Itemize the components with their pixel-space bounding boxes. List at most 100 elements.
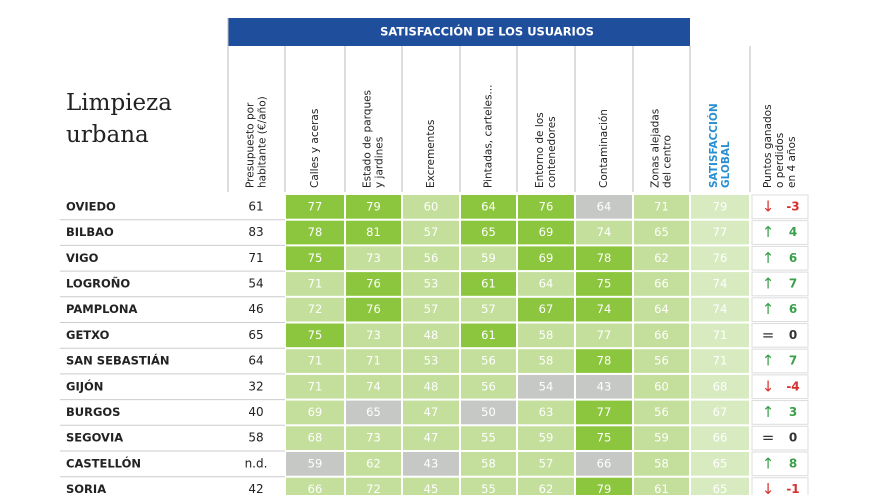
- cell-value: 60: [654, 379, 669, 393]
- column-header: y jardines: [374, 137, 386, 188]
- cell-value: 81: [366, 225, 381, 239]
- points: 7: [789, 276, 797, 290]
- cell-bg: [634, 400, 689, 425]
- global-bg: [691, 374, 749, 399]
- cell-value: 62: [366, 456, 381, 470]
- cell-bg: [576, 426, 632, 450]
- global-value: 79: [713, 199, 728, 213]
- global-value: 65: [713, 482, 728, 495]
- column-header: Estado de parques: [362, 90, 374, 188]
- global-bg: [691, 477, 749, 495]
- cell-bg: [634, 477, 689, 495]
- global-value: 67: [713, 405, 728, 419]
- cell-bg: [576, 220, 632, 245]
- cell-bg: [461, 297, 516, 322]
- global-value: 71: [713, 328, 728, 342]
- trend-symbol: ↑: [762, 300, 775, 318]
- city-name: BILBAO: [66, 225, 114, 239]
- cell-value: 58: [481, 456, 496, 470]
- cell-bg: [403, 400, 459, 425]
- cell-value: 76: [366, 276, 381, 290]
- global-bg: [691, 272, 749, 296]
- cell-value: 57: [481, 302, 496, 316]
- cell-bg: [461, 426, 516, 450]
- cell-value: 72: [366, 482, 381, 495]
- global-bg: [691, 323, 749, 348]
- cell-bg: [346, 400, 401, 425]
- cell-value: 75: [597, 276, 612, 290]
- points: 3: [789, 405, 797, 419]
- global-value: 68: [713, 379, 728, 393]
- cell-value: 62: [654, 251, 669, 265]
- cell-value: 56: [481, 379, 496, 393]
- trend-bg: [751, 374, 809, 400]
- cell-value: 64: [481, 199, 496, 213]
- cell-value: 74: [597, 302, 612, 316]
- global-bg: [691, 452, 749, 476]
- global-bg: [691, 297, 749, 322]
- cell-value: 68: [308, 431, 323, 445]
- trend-bg: [751, 297, 809, 322]
- city-name: CASTELLÓN: [66, 455, 141, 470]
- cell-value: 78: [597, 354, 612, 368]
- city-name: BURGOS: [66, 405, 120, 419]
- cell-bg: [576, 246, 632, 271]
- cell-value: 78: [597, 251, 612, 265]
- cell-value: 75: [308, 251, 323, 265]
- cell-bg: [634, 452, 689, 476]
- global-value: 74: [713, 276, 728, 290]
- cell-value: 59: [308, 456, 323, 470]
- trend-bg: [751, 245, 809, 271]
- cell-bg: [518, 400, 574, 425]
- cell-bg: [634, 297, 689, 322]
- trend-bg: [751, 220, 809, 245]
- budget: n.d.: [245, 456, 268, 470]
- cell-value: 74: [597, 225, 612, 239]
- cell-bg: [518, 452, 574, 476]
- cell-bg: [346, 349, 401, 373]
- global-value: 71: [713, 354, 728, 368]
- cell-value: 48: [424, 328, 439, 342]
- cell-bg: [518, 195, 574, 219]
- budget: 54: [248, 276, 263, 290]
- budget: 71: [248, 251, 263, 265]
- cell-value: 55: [481, 431, 496, 445]
- budget: 42: [248, 482, 263, 495]
- trend-symbol: ↓: [762, 197, 775, 215]
- cell-bg: [403, 195, 459, 219]
- points: -3: [786, 199, 799, 213]
- cell-bg: [346, 323, 401, 348]
- cell-value: 56: [654, 405, 669, 419]
- trend-symbol: ↑: [762, 454, 775, 472]
- cell-value: 59: [539, 431, 554, 445]
- points: -1: [786, 482, 799, 495]
- cell-bg: [518, 297, 574, 322]
- cell-value: 47: [424, 431, 439, 445]
- group-header-bg: [228, 18, 690, 46]
- cell-bg: [461, 349, 516, 373]
- cell-value: 71: [308, 276, 323, 290]
- cell-bg: [634, 374, 689, 399]
- cell-bg: [634, 426, 689, 450]
- group-header: SATISFACCIÓN DE LOS USUARIOS: [380, 24, 594, 39]
- trend-bg: [751, 323, 809, 348]
- cell-value: 47: [424, 405, 439, 419]
- cell-bg: [403, 323, 459, 348]
- cell-value: 75: [597, 431, 612, 445]
- budget: 58: [248, 431, 263, 445]
- cell-bg: [286, 452, 344, 476]
- trend-symbol: =: [762, 429, 775, 447]
- global-bg: [691, 349, 749, 373]
- cell-value: 56: [654, 354, 669, 368]
- cell-bg: [576, 195, 632, 219]
- cell-bg: [403, 426, 459, 450]
- cell-bg: [286, 477, 344, 495]
- cell-value: 64: [539, 276, 554, 290]
- column-header: en 4 años: [786, 137, 798, 188]
- cell-bg: [461, 246, 516, 271]
- global-value: 74: [713, 302, 728, 316]
- budget: 83: [248, 225, 263, 239]
- global-bg: [691, 246, 749, 271]
- cell-value: 72: [308, 302, 323, 316]
